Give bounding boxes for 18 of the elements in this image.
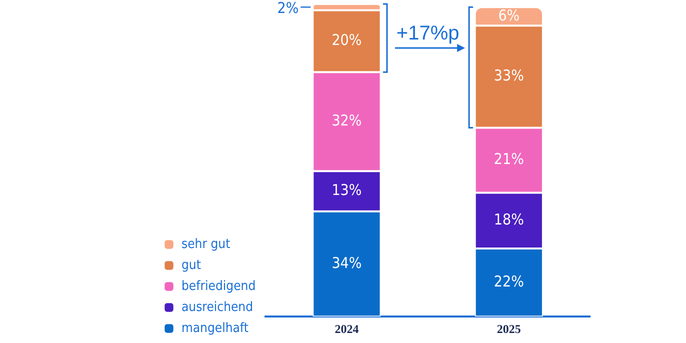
x-tick-label: 2024 bbox=[334, 322, 359, 336]
data-label: 34% bbox=[332, 254, 362, 272]
data-label: 13% bbox=[332, 181, 362, 200]
legend-label: sehr gut bbox=[182, 236, 231, 252]
data-label: 18% bbox=[494, 210, 524, 229]
data-label: 32% bbox=[332, 112, 362, 130]
data-label: 6% bbox=[498, 6, 520, 24]
legend-label: ausreichend bbox=[182, 300, 254, 315]
x-tick-label: 2025 bbox=[496, 322, 521, 336]
data-label: 22% bbox=[494, 272, 524, 290]
data-label: 33% bbox=[494, 66, 524, 85]
annotation: +17%p bbox=[396, 22, 460, 45]
data-label: 20% bbox=[332, 31, 362, 50]
legend-label: gut bbox=[182, 258, 202, 273]
legend-label: befriedigend bbox=[182, 278, 256, 294]
data-label: 2% bbox=[277, 0, 299, 17]
data-label: 21% bbox=[494, 150, 524, 168]
legend-label: mangelhaft bbox=[182, 320, 249, 336]
